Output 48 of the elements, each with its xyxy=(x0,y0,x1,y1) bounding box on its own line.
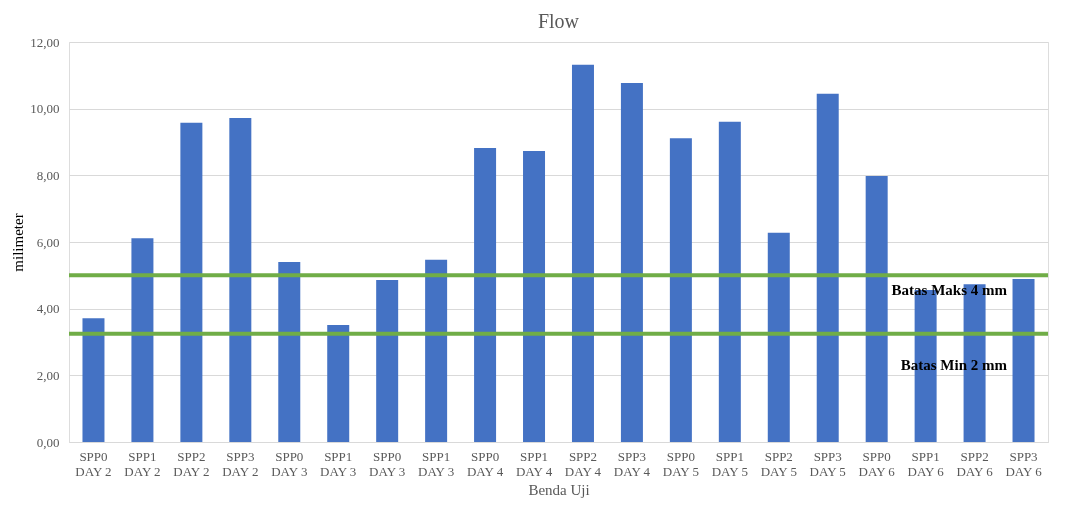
y-tick-label: 4,00 xyxy=(36,301,60,317)
x-tick-label: SPP1 DAY 4 xyxy=(515,448,553,479)
bar xyxy=(767,232,790,442)
x-tick-label: SPP2 DAY 4 xyxy=(564,448,602,479)
x-tick-label: SPP2 DAY 6 xyxy=(956,448,994,479)
y-tick-label: 12,00 xyxy=(30,34,60,50)
x-tick-label: SPP3 DAY 5 xyxy=(809,448,846,479)
chart-title: Flow xyxy=(537,10,580,32)
x-tick-label: SPP0 DAY 5 xyxy=(662,448,699,479)
x-tick-label: SPP1 DAY 3 xyxy=(418,448,455,479)
x-tick-label: SPP1 DAY 2 xyxy=(124,448,161,479)
x-tick-label: SPP0 DAY 6 xyxy=(858,448,896,479)
bar xyxy=(571,64,594,442)
y-tick-label: 6,00 xyxy=(36,234,60,250)
x-tick-label: SPP0 DAY 2 xyxy=(75,448,112,479)
y-tick-label: 8,00 xyxy=(36,167,60,183)
x-tick-label: SPP0 DAY 4 xyxy=(466,448,504,479)
bar xyxy=(865,176,888,442)
bar xyxy=(474,148,497,442)
x-axis-title: Benda Uji xyxy=(528,481,590,498)
bar xyxy=(278,262,301,442)
bar xyxy=(669,138,692,442)
bar xyxy=(82,318,105,442)
x-tick-label: SPP1 DAY 5 xyxy=(711,448,748,479)
bar xyxy=(180,122,203,442)
bar xyxy=(327,325,350,442)
bar xyxy=(229,118,252,442)
x-tick-label: SPP2 DAY 2 xyxy=(173,448,210,479)
y-tick-label: 0,00 xyxy=(36,434,60,450)
bar xyxy=(816,93,839,442)
bar xyxy=(131,238,154,442)
y-tick-label: 2,00 xyxy=(36,367,60,383)
bar xyxy=(523,151,546,442)
bar xyxy=(718,121,741,442)
x-tick-label: SPP1 DAY 6 xyxy=(907,448,945,479)
bar xyxy=(620,83,643,442)
x-tick-label: SPP3 DAY 6 xyxy=(1005,448,1043,479)
x-tick-label: SPP1 DAY 3 xyxy=(320,448,357,479)
bar xyxy=(376,280,399,442)
x-tick-label: SPP3 DAY 4 xyxy=(613,448,651,479)
x-tick-label: SPP0 DAY 3 xyxy=(271,448,308,479)
y-axis-title: milimeter xyxy=(10,213,27,272)
bar xyxy=(425,259,448,442)
x-tick-label: SPP3 DAY 2 xyxy=(222,448,259,479)
x-tick-label: SPP2 DAY 5 xyxy=(760,448,797,479)
y-tick-label: 10,00 xyxy=(30,101,60,117)
bar xyxy=(1012,279,1035,442)
x-tick-label: SPP0 DAY 3 xyxy=(369,448,406,479)
